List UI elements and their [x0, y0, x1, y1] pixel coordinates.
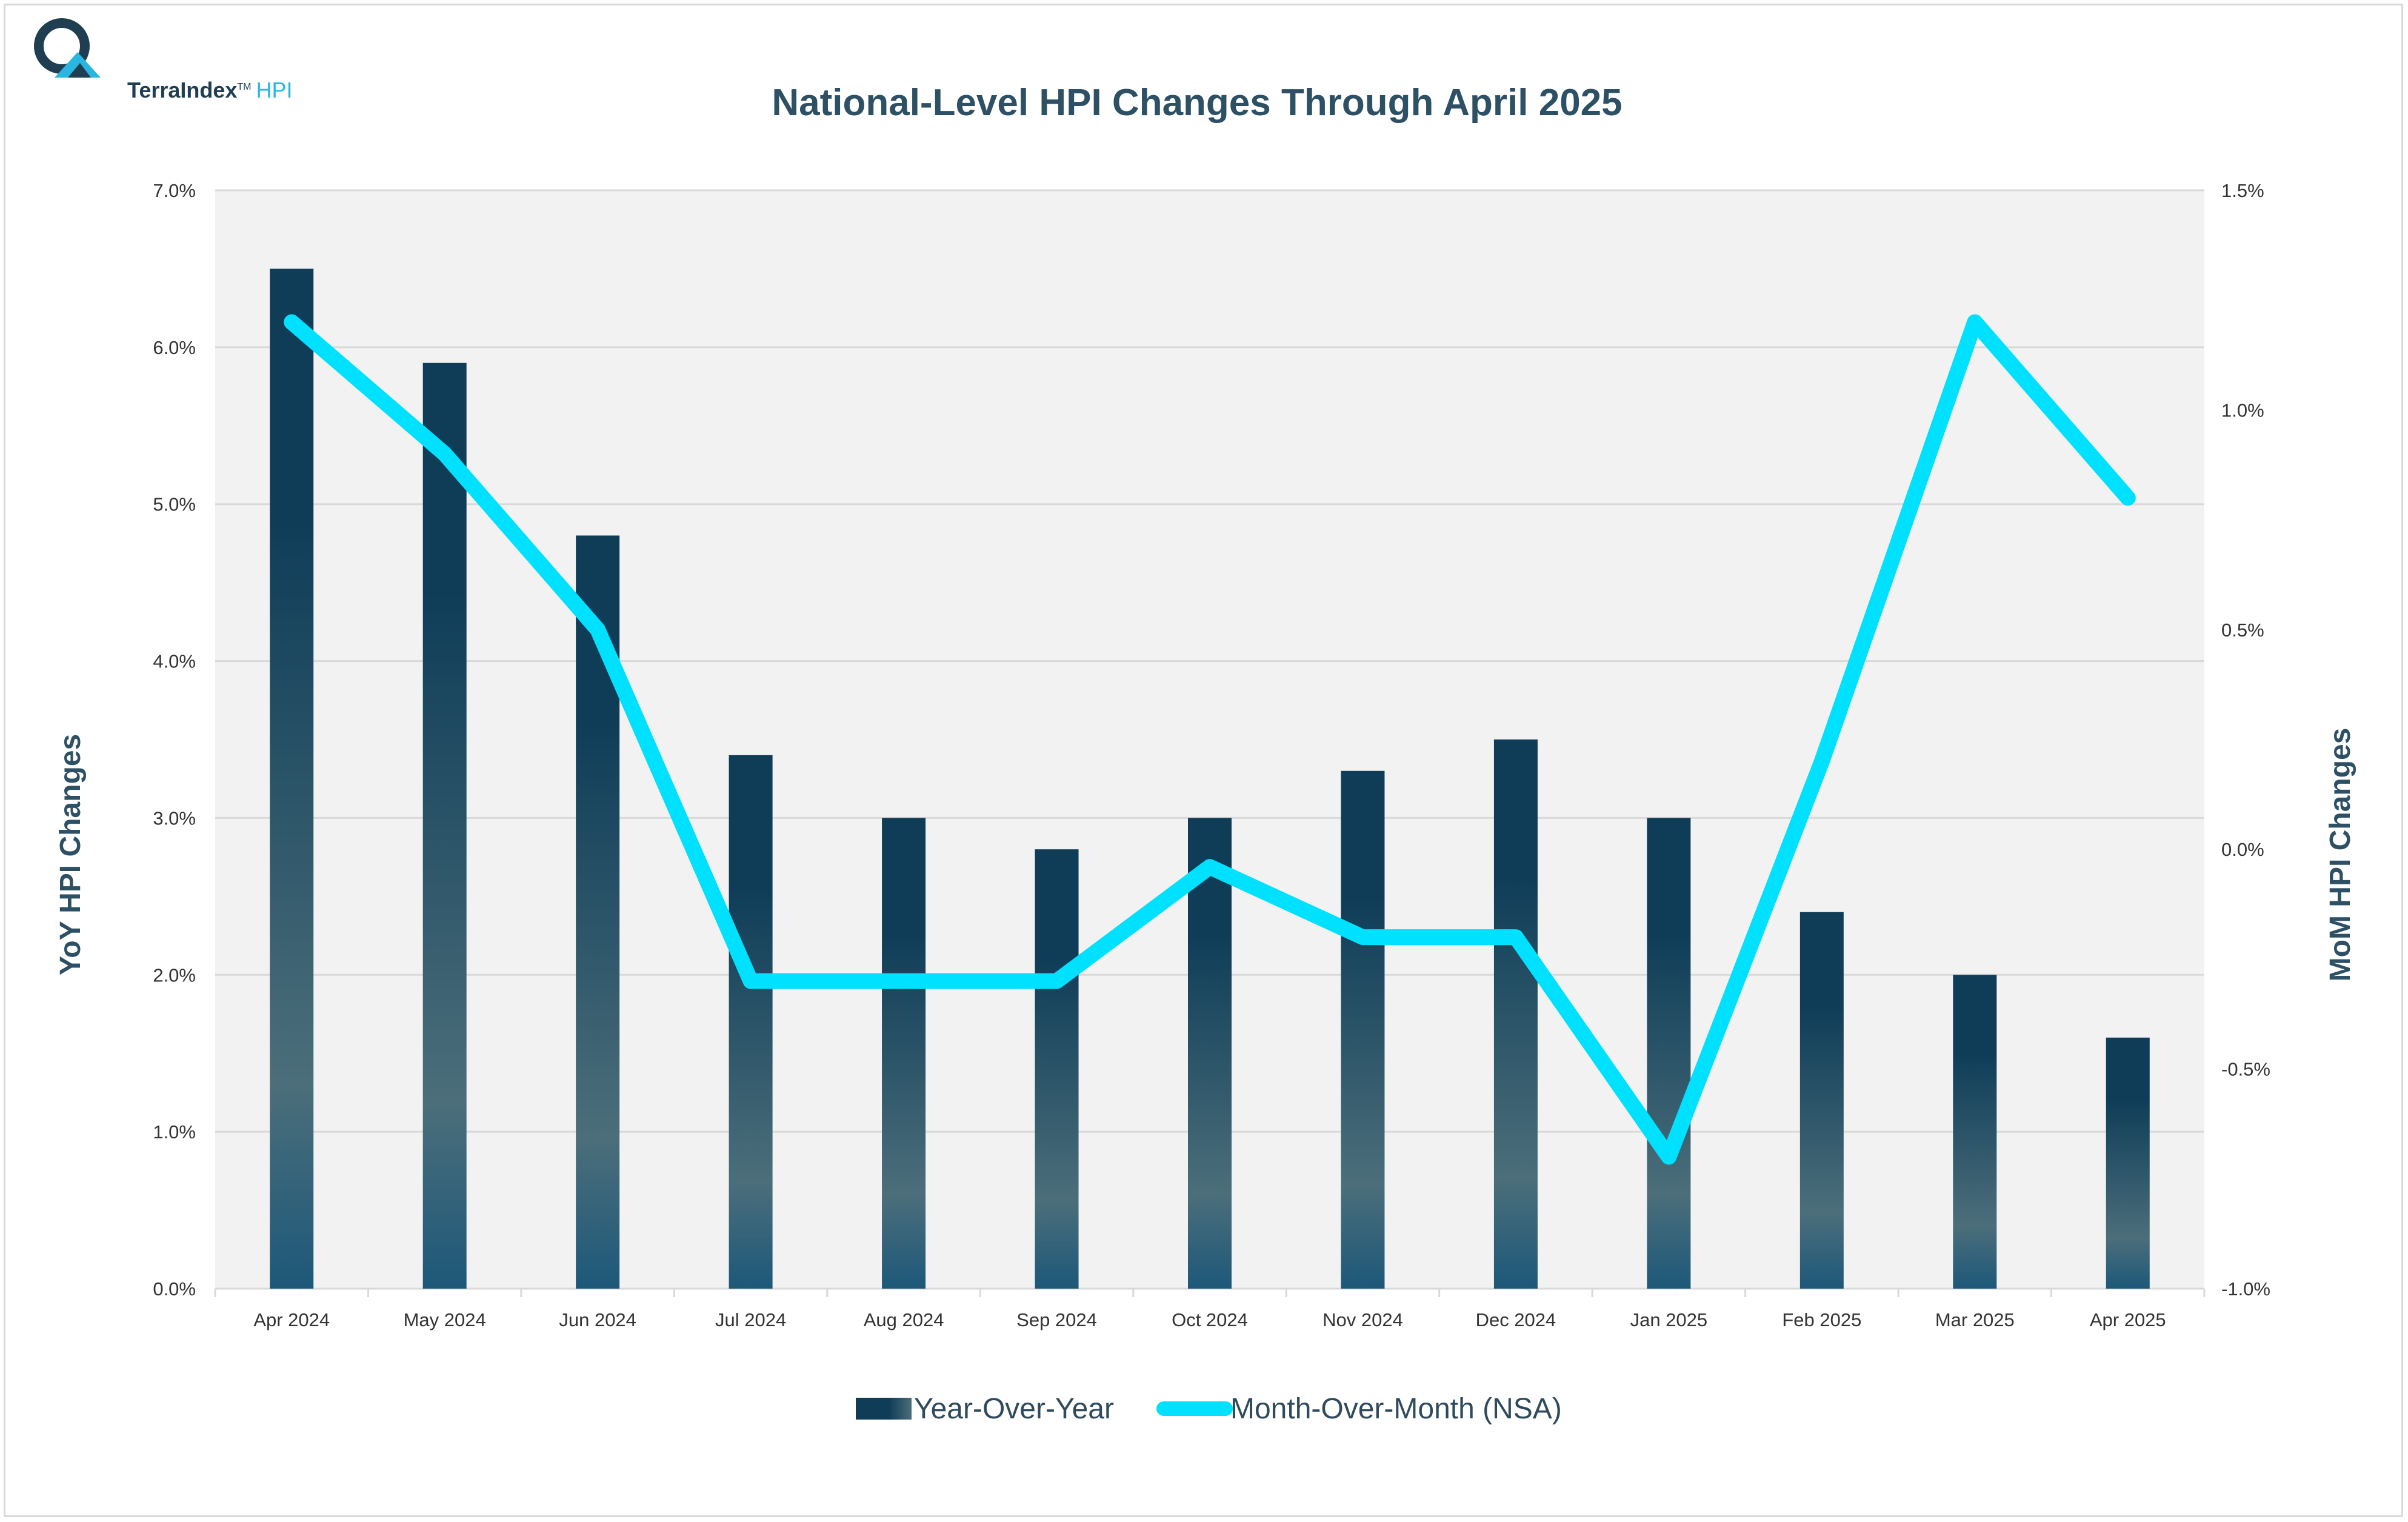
- yoy-bar: [1035, 849, 1079, 1289]
- mom-point: [1821, 761, 1823, 763]
- chart-title: National-Level HPI Changes Through April…: [772, 82, 1622, 124]
- yoy-bars: [270, 269, 2150, 1289]
- yoy-bar: [882, 818, 926, 1289]
- yoy-bar: [1647, 818, 1691, 1289]
- left-tick-label: 6.0%: [153, 337, 196, 358]
- right-tick-label: 1.0%: [2221, 399, 2264, 421]
- yoy-bar: [1341, 770, 1385, 1289]
- mom-point: [291, 321, 293, 323]
- mom-point: [903, 980, 905, 982]
- right-tick-label: 0.0%: [2221, 839, 2264, 860]
- left-tick-label: 3.0%: [153, 807, 196, 829]
- right-tick-label: 0.5%: [2221, 619, 2264, 641]
- left-tick-label: 5.0%: [153, 494, 196, 515]
- x-tick-label: Apr 2024: [253, 1309, 330, 1330]
- logo-suffix: HPI: [256, 78, 293, 102]
- yoy-bar: [1799, 912, 1844, 1289]
- x-tick-label: Mar 2025: [1935, 1309, 2015, 1330]
- right-tick-label: -0.5%: [2221, 1059, 2270, 1080]
- x-axis-ticks: Apr 2024 May 2024 Jun 2024 Jul 2024 Aug 2024…: [214, 1289, 2206, 1330]
- left-tick-label: 2.0%: [153, 964, 196, 986]
- left-tick-label: 1.0%: [153, 1121, 196, 1143]
- x-tick-label: Aug 2024: [864, 1309, 944, 1330]
- mom-point: [444, 453, 445, 455]
- left-tick-label: 0.0%: [153, 1278, 196, 1300]
- legend-label-mom: Month-Over-Month (NSA): [1230, 1393, 1562, 1425]
- x-tick-label: Jun 2024: [559, 1309, 636, 1330]
- left-axis-title: YoY HPI Changes: [55, 734, 87, 975]
- yoy-bar: [270, 269, 314, 1289]
- terraindex-q-icon: [34, 18, 101, 78]
- mom-point: [2127, 497, 2129, 499]
- mom-point: [1056, 980, 1058, 982]
- logo-tm: TM: [237, 82, 252, 92]
- legend-label-yoy: Year-Over-Year: [914, 1393, 1114, 1425]
- yoy-bar: [729, 755, 773, 1289]
- left-axis-ticks: 0.0% 1.0% 2.0% 3.0% 4.0% 5.0% 6.0% 7.0%: [153, 180, 196, 1300]
- left-tick-label: 7.0%: [153, 180, 196, 201]
- x-tick-label: Jan 2025: [1630, 1309, 1708, 1330]
- mom-point: [597, 629, 599, 630]
- mom-point: [1362, 936, 1364, 938]
- mom-point: [1974, 321, 1976, 323]
- yoy-bar: [1953, 975, 1997, 1289]
- yoy-bar: [1493, 739, 1538, 1289]
- right-tick-label: -1.0%: [2221, 1278, 2270, 1300]
- right-axis-ticks: -1.0% -0.5% 0.0% 0.5% 1.0% 1.5%: [2221, 180, 2270, 1300]
- yoy-bar: [422, 362, 467, 1289]
- legend-swatch-yoy: [856, 1398, 912, 1420]
- logo-wordmark: TerraIndexTM HPI: [127, 78, 293, 103]
- x-tick-label: Oct 2024: [1172, 1309, 1248, 1330]
- x-tick-label: May 2024: [404, 1309, 486, 1330]
- right-tick-label: 1.5%: [2221, 180, 2264, 201]
- mom-point: [750, 980, 752, 982]
- mom-line: [284, 314, 2136, 1165]
- yoy-bar: [1188, 818, 1232, 1289]
- mom-point: [1209, 866, 1210, 868]
- logo-name: TerraIndex: [127, 78, 238, 102]
- x-tick-label: Nov 2024: [1322, 1309, 1403, 1330]
- legend: Year-Over-Year Month-Over-Month (NSA): [856, 1393, 1562, 1425]
- left-tick-label: 4.0%: [153, 651, 196, 672]
- mom-point: [1668, 1156, 1670, 1158]
- x-tick-label: Jul 2024: [715, 1309, 786, 1330]
- x-tick-label: Dec 2024: [1476, 1309, 1556, 1330]
- x-tick-label: Apr 2025: [2090, 1309, 2166, 1330]
- mom-point: [1515, 936, 1516, 938]
- right-axis-title: MoM HPI Changes: [2324, 728, 2356, 982]
- terraindex-logo: TerraIndexTM HPI: [30, 15, 293, 102]
- x-tick-label: Feb 2025: [1782, 1309, 1861, 1330]
- yoy-bar: [2106, 1037, 2150, 1289]
- x-tick-label: Sep 2024: [1016, 1309, 1097, 1330]
